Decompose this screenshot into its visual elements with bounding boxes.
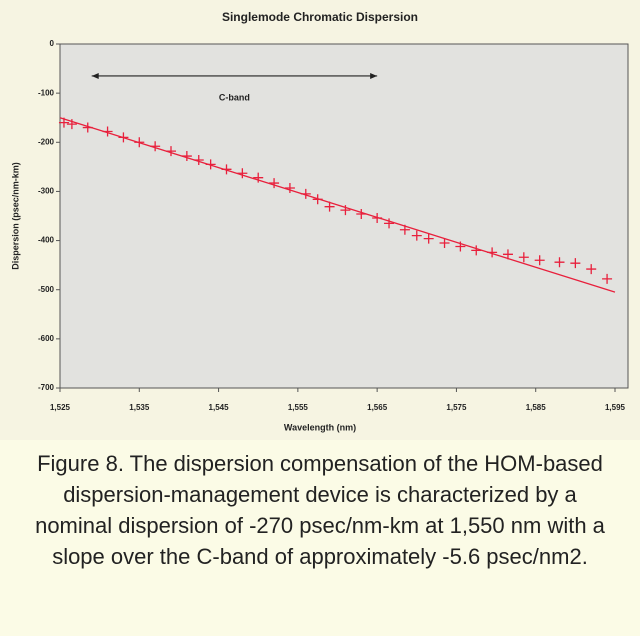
point [471, 245, 482, 256]
x-tick-label: 1,525 [50, 403, 71, 412]
point [284, 182, 295, 193]
x-tick-label: 1,565 [367, 403, 388, 412]
point [439, 238, 450, 249]
point [502, 249, 513, 260]
point [602, 273, 613, 284]
y-axis-label: Dispersion (psec/nm-km) [10, 162, 20, 270]
caption: Figure 8. The dispersion compensation of… [35, 451, 605, 569]
y-tick-label: -600 [38, 334, 55, 343]
x-tick-label: 1,575 [446, 403, 467, 412]
x-tick-label: 1,545 [209, 403, 230, 412]
x-tick-label: 1,535 [129, 403, 150, 412]
point [586, 264, 597, 275]
point [534, 255, 545, 266]
trend-line [59, 117, 616, 293]
plot-area [59, 43, 629, 389]
y-tick-label: -500 [38, 285, 55, 294]
y-tick-label: 0 [50, 39, 55, 48]
x-tick-label: 1,585 [526, 403, 547, 412]
point [269, 178, 280, 189]
point [324, 201, 335, 212]
chart-title: Singlemode Chromatic Dispersion [222, 10, 418, 24]
y-tick-label: -700 [38, 383, 55, 392]
y-tick-label: -400 [38, 236, 55, 245]
point [423, 233, 434, 244]
point [253, 172, 264, 183]
point [66, 119, 77, 130]
point [411, 230, 422, 241]
point [554, 257, 565, 268]
chart: Singlemode Chromatic Dispersion Waveleng… [10, 10, 629, 433]
point [518, 252, 529, 263]
y-tick-label: -200 [38, 137, 55, 146]
x-tick-label: 1,595 [605, 403, 626, 412]
y-tick-label: -300 [38, 187, 55, 196]
point [384, 218, 395, 229]
y-tick-label: -100 [38, 88, 55, 97]
point [570, 258, 581, 269]
point [237, 168, 248, 179]
x-tick-label: 1,555 [288, 403, 309, 412]
x-axis-label: Wavelength (nm) [284, 422, 356, 432]
annotation-label: C-band [219, 92, 250, 102]
